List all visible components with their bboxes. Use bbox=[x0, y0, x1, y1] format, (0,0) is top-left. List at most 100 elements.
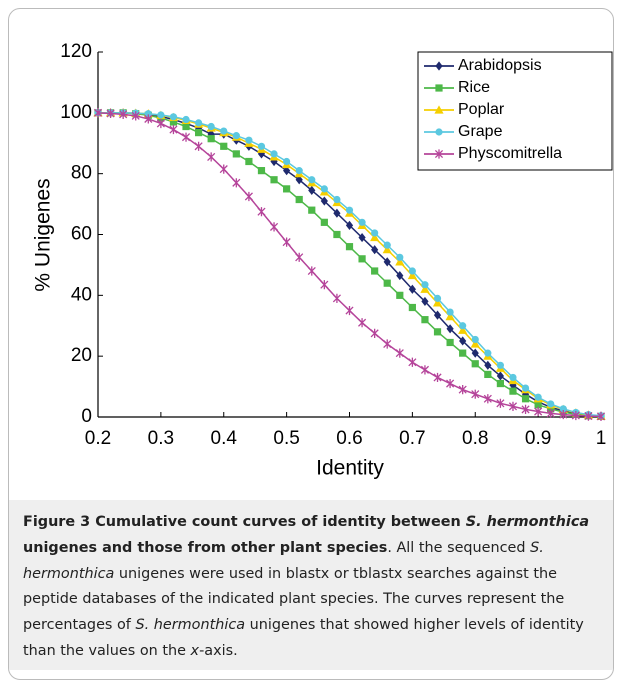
data-point bbox=[232, 150, 240, 158]
data-point bbox=[509, 373, 517, 382]
data-point bbox=[408, 284, 416, 294]
x-tick-label: 0.3 bbox=[148, 428, 174, 449]
caption-text: unigenes were used in blastx or tblastx … bbox=[23, 565, 565, 634]
data-point bbox=[270, 176, 278, 184]
data-point bbox=[471, 360, 479, 368]
caption-text: -axis. bbox=[199, 642, 238, 659]
data-point bbox=[320, 196, 328, 206]
data-point bbox=[333, 195, 341, 204]
data-point bbox=[232, 132, 240, 140]
data-point bbox=[144, 110, 152, 118]
data-point bbox=[395, 257, 405, 266]
data-point bbox=[484, 349, 492, 357]
data-point bbox=[308, 176, 316, 184]
legend-box bbox=[417, 51, 613, 171]
data-point bbox=[396, 270, 404, 281]
data-point bbox=[458, 325, 468, 334]
data-point bbox=[370, 232, 380, 242]
y-tick-label: 100 bbox=[60, 102, 92, 123]
data-point bbox=[421, 316, 429, 324]
data-point bbox=[295, 195, 303, 204]
data-point bbox=[308, 206, 316, 214]
data-point bbox=[257, 149, 266, 159]
data-point bbox=[546, 408, 555, 418]
data-point bbox=[345, 243, 354, 251]
data-point bbox=[471, 348, 479, 358]
data-point bbox=[358, 318, 367, 328]
legend-marker bbox=[435, 128, 443, 136]
data-point bbox=[383, 241, 391, 249]
caption-text: unigenes that showed higher levels of id… bbox=[23, 617, 584, 659]
data-point bbox=[383, 257, 391, 267]
data-point bbox=[433, 294, 442, 302]
caption-text: unigenes and those from other plant spec… bbox=[23, 539, 388, 556]
x-axis-title: Identity bbox=[316, 457, 384, 480]
legend-label: Arabidopsis bbox=[458, 57, 542, 74]
x-tick-label: 0.7 bbox=[399, 428, 425, 449]
data-point bbox=[407, 270, 417, 280]
data-point bbox=[106, 108, 115, 119]
data-point bbox=[383, 279, 391, 287]
y-tick-label: 0 bbox=[81, 406, 92, 427]
data-point bbox=[345, 305, 354, 316]
data-point bbox=[257, 142, 266, 150]
data-point bbox=[270, 150, 278, 158]
legend-marker bbox=[435, 84, 443, 92]
data-point bbox=[446, 324, 454, 334]
data-point bbox=[370, 328, 379, 338]
data-point bbox=[345, 206, 354, 214]
legend-label: Physcomitrella bbox=[458, 145, 562, 162]
data-point bbox=[119, 109, 128, 119]
y-tick-label: 120 bbox=[60, 41, 92, 62]
data-point bbox=[269, 222, 279, 232]
data-point bbox=[169, 118, 178, 126]
data-point bbox=[484, 360, 492, 370]
data-point bbox=[459, 349, 467, 357]
data-point bbox=[283, 157, 291, 166]
data-point bbox=[320, 185, 328, 193]
caption-text: . All the sequenced bbox=[387, 539, 531, 556]
data-point bbox=[245, 136, 253, 144]
data-point bbox=[220, 142, 228, 150]
data-point bbox=[547, 400, 555, 408]
data-point bbox=[157, 111, 165, 119]
data-point bbox=[207, 152, 216, 162]
data-point bbox=[433, 310, 442, 320]
data-point bbox=[358, 232, 366, 243]
data-point bbox=[182, 115, 190, 124]
data-point bbox=[144, 114, 153, 124]
caption-text: Figure 3 Cumulative count curves of iden… bbox=[23, 514, 466, 530]
data-point bbox=[358, 255, 366, 263]
data-point bbox=[332, 293, 341, 303]
data-point bbox=[295, 167, 303, 175]
data-point bbox=[207, 135, 215, 143]
legend-marker bbox=[434, 149, 444, 159]
data-point bbox=[245, 157, 253, 166]
data-point bbox=[345, 220, 354, 230]
data-point bbox=[371, 267, 379, 275]
legend-label: Poplar bbox=[458, 101, 505, 118]
data-point bbox=[484, 370, 492, 379]
data-point bbox=[382, 245, 392, 254]
data-point bbox=[181, 132, 191, 142]
chart: Identity % Unigenes 0 20 40 60 80 100 120 0.2 0.… bbox=[32, 41, 613, 480]
data-point bbox=[182, 122, 190, 131]
x-tick-label: 0.2 bbox=[85, 428, 111, 449]
data-point bbox=[433, 328, 442, 336]
data-point bbox=[283, 185, 291, 193]
caption-text: S. hermonthica bbox=[135, 617, 246, 634]
data-point bbox=[219, 164, 228, 174]
x-tick-label: 0.4 bbox=[211, 428, 238, 449]
data-point bbox=[396, 291, 404, 299]
x-tick-label: 1 bbox=[596, 428, 607, 449]
data-point bbox=[571, 410, 580, 421]
data-point bbox=[459, 336, 467, 346]
data-point bbox=[420, 284, 430, 293]
figure-frame bbox=[8, 8, 614, 680]
data-point bbox=[496, 371, 504, 381]
data-point bbox=[307, 266, 316, 276]
data-point bbox=[232, 178, 241, 188]
data-point bbox=[320, 218, 328, 226]
y-tick-label: 20 bbox=[71, 345, 92, 366]
